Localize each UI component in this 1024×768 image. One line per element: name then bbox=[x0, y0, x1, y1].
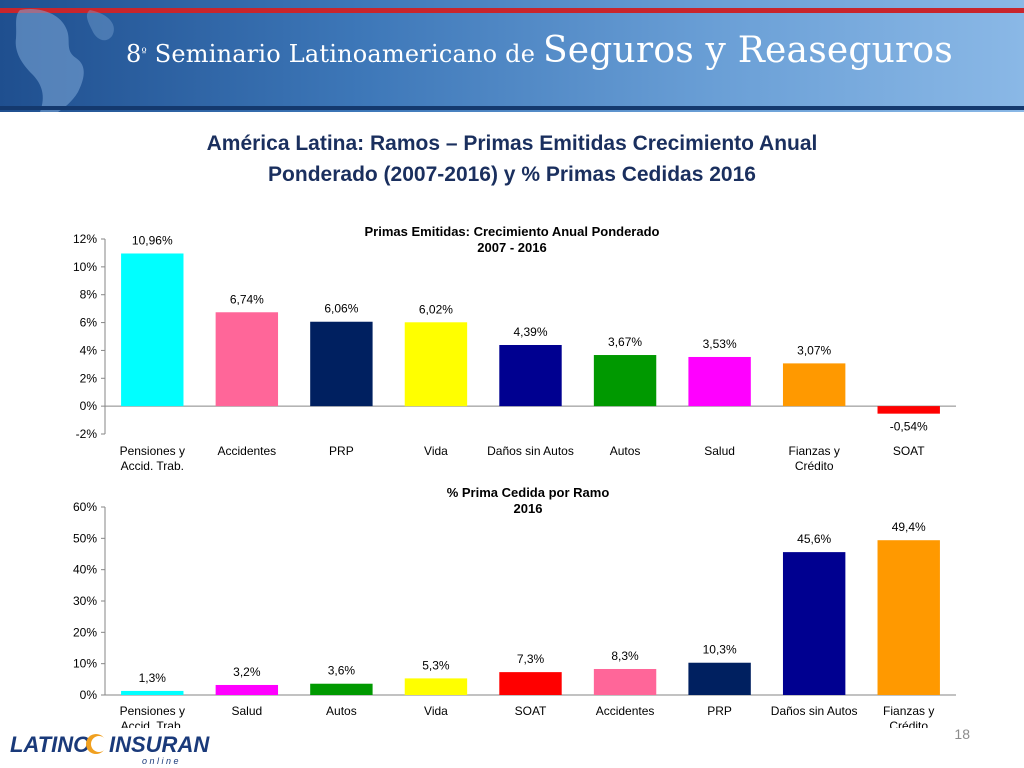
svg-text:LATINO: LATINO bbox=[10, 732, 90, 757]
x-tick-label: Crédito bbox=[889, 719, 928, 728]
bar bbox=[499, 344, 562, 407]
chart-title-line: % Prima Cedida por Ramo bbox=[447, 485, 610, 500]
slide-title-line-2: Ponderado (2007-2016) y % Primas Cedidas… bbox=[268, 163, 756, 186]
chart-title-line: Primas Emitidas: Crecimiento Anual Ponde… bbox=[365, 224, 660, 239]
header-banner: 8º Seminario Latinoamericano de Seguros … bbox=[0, 0, 1024, 112]
x-tick-label: Pensiones y bbox=[120, 704, 185, 718]
x-tick-label: Autos bbox=[610, 444, 641, 458]
data-label: 4,39% bbox=[513, 325, 547, 339]
banner-title-small: Seminario Latinoamericano de bbox=[146, 40, 543, 68]
banner-title-number: 8 bbox=[126, 40, 142, 68]
y-tick-label: 0% bbox=[80, 688, 98, 702]
bar bbox=[593, 355, 657, 407]
data-label: 1,3% bbox=[139, 671, 167, 685]
data-label: 3,07% bbox=[797, 343, 831, 357]
y-tick-label: 4% bbox=[80, 343, 98, 357]
y-tick-label: 50% bbox=[73, 531, 97, 545]
x-tick-label: PRP bbox=[329, 444, 354, 458]
svg-text:o n l i n e: o n l i n e bbox=[142, 756, 179, 766]
x-tick-label: Accid. Trab. bbox=[121, 719, 184, 728]
x-tick-label: Vida bbox=[424, 704, 448, 718]
x-tick-label: Pensiones y bbox=[120, 444, 185, 458]
banner-title: 8º Seminario Latinoamericano de Seguros … bbox=[126, 30, 953, 71]
x-tick-label: Fianzas y bbox=[883, 704, 934, 718]
y-tick-label: 30% bbox=[73, 594, 97, 608]
bar bbox=[688, 356, 751, 407]
bar bbox=[688, 662, 751, 695]
banner-title-big: Seguros y Reaseguros bbox=[542, 30, 953, 71]
bar bbox=[593, 668, 657, 695]
y-tick-label: 10% bbox=[73, 657, 97, 671]
x-tick-label: Autos bbox=[326, 704, 357, 718]
x-tick-label: PRP bbox=[707, 704, 732, 718]
bar bbox=[121, 253, 184, 407]
x-tick-label: Crédito bbox=[795, 459, 834, 473]
slide-title-line-1: América Latina: Ramos – Primas Emitidas … bbox=[206, 132, 818, 155]
data-label: 45,6% bbox=[797, 532, 831, 546]
chart-title-line: 2016 bbox=[514, 501, 543, 516]
globe-map-icon bbox=[15, 9, 114, 112]
slide-title: América Latina: Ramos – Primas Emitidas … bbox=[0, 128, 1024, 190]
y-tick-label: 60% bbox=[73, 500, 97, 514]
banner-title-superscript: º bbox=[141, 45, 147, 59]
bar bbox=[310, 683, 373, 695]
data-label: 3,53% bbox=[703, 337, 737, 351]
y-tick-label: 12% bbox=[73, 232, 97, 246]
bar bbox=[782, 363, 846, 407]
x-tick-label: Fianzas y bbox=[788, 444, 839, 458]
bar bbox=[499, 672, 562, 695]
data-label: 6,74% bbox=[230, 292, 264, 306]
slide-number: 18 bbox=[954, 726, 970, 742]
x-tick-label: Vida bbox=[424, 444, 448, 458]
svg-text:INSURANCE: INSURANCE bbox=[109, 732, 210, 757]
data-label: 10,96% bbox=[132, 233, 173, 247]
latino-insurance-logo: LATINO INSURANCE o n l i n e bbox=[10, 732, 210, 766]
chart-primas-emitidas: Primas Emitidas: Crecimiento Anual Ponde… bbox=[73, 224, 956, 473]
x-tick-label: Daños sin Autos bbox=[771, 704, 858, 718]
bar bbox=[215, 312, 279, 407]
y-tick-label: 10% bbox=[73, 260, 97, 274]
data-label: 7,3% bbox=[517, 652, 545, 666]
banner-bottom-stripe bbox=[0, 106, 1024, 110]
x-tick-label: Daños sin Autos bbox=[487, 444, 574, 458]
data-label: 3,2% bbox=[233, 665, 261, 679]
bar bbox=[215, 684, 279, 695]
data-label: 3,6% bbox=[328, 664, 356, 678]
x-tick-label: Accidentes bbox=[596, 704, 655, 718]
data-label: 6,02% bbox=[419, 302, 453, 316]
bar bbox=[121, 690, 184, 695]
data-label: 10,3% bbox=[703, 643, 737, 657]
data-label: 6,06% bbox=[324, 302, 358, 316]
y-tick-label: 2% bbox=[80, 371, 98, 385]
x-tick-label: SOAT bbox=[893, 444, 925, 458]
x-tick-label: Accidentes bbox=[217, 444, 276, 458]
data-label: 3,67% bbox=[608, 335, 642, 349]
bar bbox=[877, 406, 940, 414]
bar bbox=[782, 552, 846, 695]
x-tick-label: Accid. Trab. bbox=[121, 459, 184, 473]
bar bbox=[404, 678, 468, 695]
x-tick-label: SOAT bbox=[515, 704, 547, 718]
x-tick-label: Salud bbox=[231, 704, 262, 718]
y-tick-label: 40% bbox=[73, 563, 97, 577]
y-tick-label: -2% bbox=[76, 427, 98, 441]
data-label: 49,4% bbox=[892, 520, 926, 534]
data-label: 8,3% bbox=[611, 649, 639, 663]
y-tick-label: 6% bbox=[80, 316, 98, 330]
bar bbox=[310, 321, 373, 407]
data-label: 5,3% bbox=[422, 658, 450, 672]
x-tick-label: Salud bbox=[704, 444, 735, 458]
y-tick-label: 8% bbox=[80, 288, 98, 302]
y-tick-label: 20% bbox=[73, 625, 97, 639]
chart-title-line: 2007 - 2016 bbox=[477, 240, 546, 255]
y-tick-label: 0% bbox=[80, 399, 98, 413]
bar bbox=[404, 322, 468, 407]
bar bbox=[877, 540, 940, 695]
banner-top-stripe bbox=[0, 8, 1024, 13]
data-label: -0,54% bbox=[890, 420, 928, 434]
